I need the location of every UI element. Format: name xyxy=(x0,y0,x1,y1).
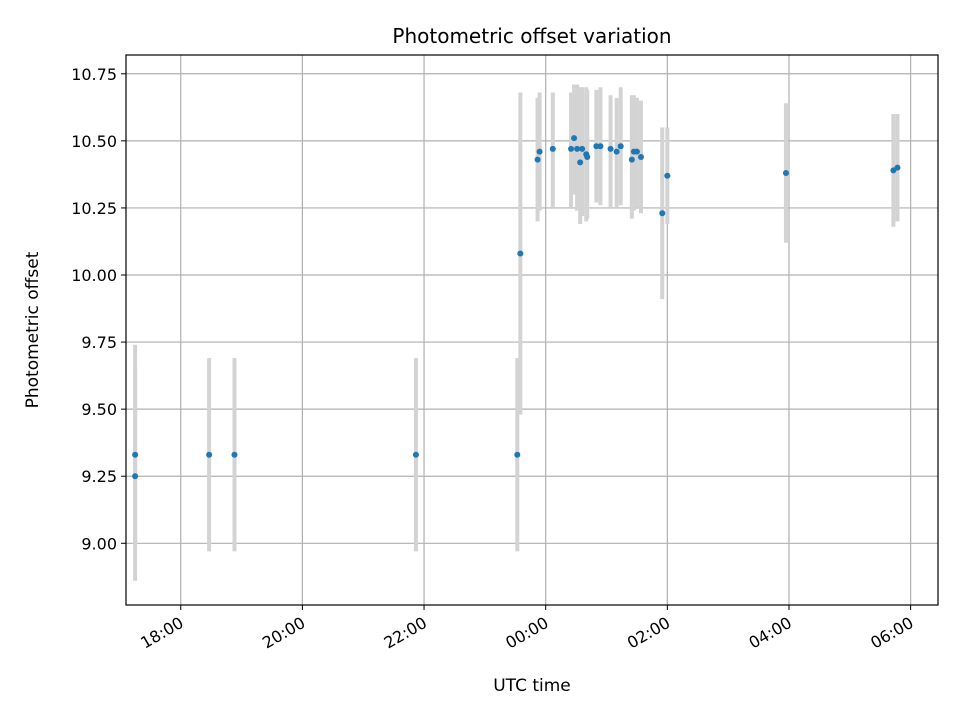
data-point xyxy=(568,145,575,152)
data-point xyxy=(637,153,644,160)
data-point xyxy=(412,451,419,458)
data-point xyxy=(659,210,666,217)
data-point xyxy=(574,145,581,152)
data-point xyxy=(517,250,524,257)
data-point xyxy=(132,451,139,458)
y-tick-label: 9.50 xyxy=(81,400,117,419)
data-point xyxy=(607,145,614,152)
x-axis-label: UTC time xyxy=(493,676,571,696)
data-point xyxy=(579,145,586,152)
data-points xyxy=(132,135,901,480)
y-tick-label: 9.75 xyxy=(81,333,117,352)
data-point xyxy=(206,451,213,458)
data-point xyxy=(664,172,671,179)
data-point xyxy=(782,170,789,177)
data-point xyxy=(577,159,584,166)
data-point xyxy=(231,451,238,458)
y-tick-label: 10.75 xyxy=(71,65,117,84)
data-point xyxy=(536,148,543,155)
data-point xyxy=(894,164,901,171)
plot-frame xyxy=(125,54,939,606)
y-tick-label: 9.25 xyxy=(81,467,117,486)
y-tick-label: 10.50 xyxy=(71,132,117,151)
data-point xyxy=(534,156,541,163)
data-point xyxy=(617,143,624,150)
data-point xyxy=(571,135,578,142)
data-point xyxy=(628,156,635,163)
data-point xyxy=(597,143,604,150)
data-point xyxy=(633,148,640,155)
chart-title: Photometric offset variation xyxy=(392,24,671,48)
y-tick-label: 10.00 xyxy=(71,266,117,285)
y-tick-label: 9.00 xyxy=(81,534,117,553)
y-axis: 9.00 9.25 9.50 9.75 10.00 10.25 10.50 10.75 xyxy=(71,65,126,553)
data-point xyxy=(132,473,139,480)
grid xyxy=(126,55,938,605)
data-point xyxy=(613,148,620,155)
data-point xyxy=(584,153,591,160)
data-point xyxy=(549,145,556,152)
data-point xyxy=(514,451,521,458)
y-tick-label: 10.25 xyxy=(71,199,117,218)
y-axis-label: Photometric offset xyxy=(23,251,43,408)
